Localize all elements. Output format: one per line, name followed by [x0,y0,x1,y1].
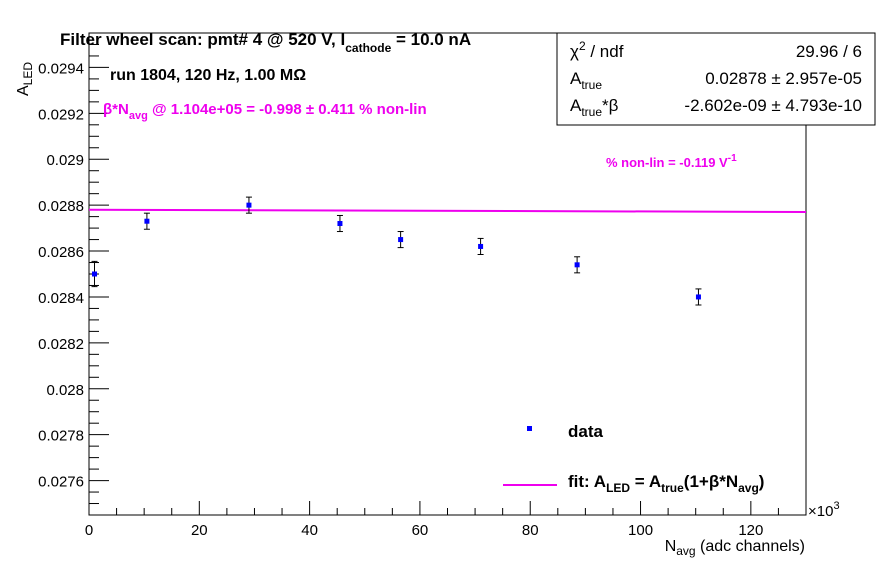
x-tick-label: 60 [412,522,429,539]
y-tick-labels: 0.0276 0.0278 0.028 0.0282 0.0284 0.0286 0.028… [38,60,84,490]
nonlin-annotation: % non-lin = -0.119 V-1 [606,153,737,170]
data-point [477,237,484,255]
y-tick-label: 0.0292 [38,106,84,123]
data-point [574,256,581,274]
data-point-marker [144,218,150,224]
axis-ticks [88,43,807,516]
legend: data fit: ALED = Atrue(1+β*Navg) [503,422,764,495]
x-tick-label: 0 [85,522,93,539]
run-info: run 1804, 120 Hz, 1.00 MΩ [110,67,306,84]
y-tick-label: 0.0286 [38,244,84,261]
y-tick-label: 0.029 [46,152,84,169]
data-points [91,196,702,306]
stats-atrue-value: 0.02878 ± 2.957e-05 [705,69,862,88]
stats-chi2-value: 29.96 / 6 [796,42,862,61]
y-tick-label: 0.028 [46,382,84,399]
data-point-marker [337,221,343,227]
data-point-marker [695,294,701,300]
y-axis-label: ALED [15,62,35,96]
y-tick-label: 0.0284 [38,290,84,307]
fit-layer [88,208,807,213]
data-point [695,288,702,306]
x-tick-label: 80 [522,522,539,539]
stats-atrue-beta-label: Atrue*β [570,96,619,119]
stats-box: χ2 / ndf 29.96 / 6 Atrue 0.02878 ± 2.957… [556,32,876,126]
x-axis-label: Navg (adc channels) [665,538,805,558]
stats-atrue-label: Atrue [570,69,602,92]
x-tick-label: 20 [191,522,208,539]
chart-title: Filter wheel scan: pmt# 4 @ 520 V, Icath… [60,30,471,55]
legend-fit-label: fit: ALED = Atrue(1+β*Navg) [568,472,764,495]
y-tick-label: 0.0282 [38,336,84,353]
legend-data-marker [527,426,532,431]
data-point [245,196,252,214]
data-point [336,214,343,233]
legend-data-label: data [568,422,604,441]
data-point-marker [398,237,404,243]
data-point-marker [246,202,252,208]
beta-annotation: β*Navg @ 1.104e+05 = -0.998 ± 0.411 % no… [103,101,427,122]
x-tick-label: 120 [738,522,763,539]
stats-atrue-beta-value: -2.602e-09 ± 4.793e-10 [684,96,862,115]
stats-chi2-label: χ2 / ndf [570,39,624,61]
x-axis-multiplier: ×103 [808,500,840,520]
data-point-marker [478,243,484,249]
y-tick-label: 0.0294 [38,60,84,77]
x-tick-labels: 0 20 40 60 80 100 120 [85,522,764,539]
y-tick-label: 0.0278 [38,428,84,445]
x-tick-label: 40 [301,522,318,539]
y-tick-label: 0.0288 [38,198,84,215]
data-point [397,231,404,249]
y-tick-label: 0.0276 [38,474,84,491]
data-point-marker [574,262,580,268]
data-point [143,212,150,230]
data-point [91,260,98,288]
fit-line [88,208,807,213]
x-tick-label: 100 [628,522,653,539]
data-point-marker [92,271,98,277]
